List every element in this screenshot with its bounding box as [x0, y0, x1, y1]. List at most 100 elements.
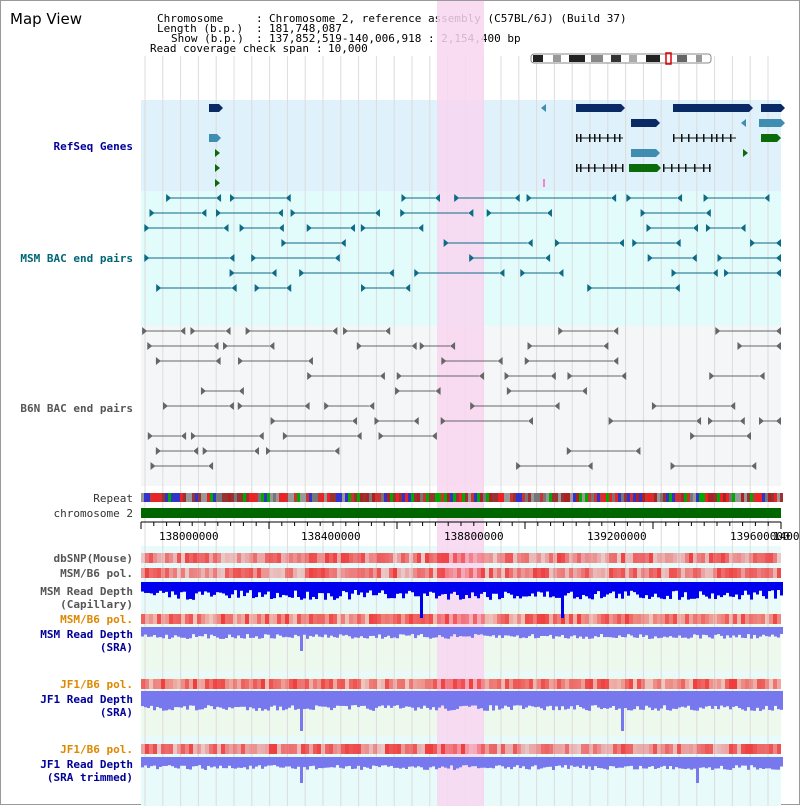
jf1-sra-depth-bar: [474, 691, 477, 706]
repeat-feature: [633, 493, 636, 502]
jf1-sra-depth-bar: [666, 691, 669, 710]
msm-sra-depth-bar: [420, 627, 423, 635]
msm-capillary-depth-bar: [597, 582, 600, 592]
msm-capillary-depth-bar: [444, 582, 447, 594]
jf1-trimmed-depth-bar: [354, 757, 357, 769]
repeat-feature: [285, 493, 288, 502]
msm-capillary-depth-bar: [354, 582, 357, 591]
jf1-b6-pol-heat-cell: [205, 744, 209, 754]
dbsnp-heat-cell: [337, 553, 341, 563]
jf1-trimmed-depth-bar: [669, 757, 672, 767]
repeat-feature: [243, 493, 246, 502]
msm-read-depth-capillary-label: MSM Read Depth: [40, 585, 133, 598]
msm-sra-depth-bar: [741, 627, 744, 638]
msm-capillary-depth-bar: [285, 582, 288, 596]
jf1-trimmed-depth-bar: [204, 757, 207, 770]
msm-capillary-depth-bar: [774, 582, 777, 599]
jf1-trimmed-depth-bar: [444, 757, 447, 768]
msm-b6-pol-heat-cell: [277, 568, 281, 578]
jf1-b6-pol-heat-cell: [777, 679, 781, 689]
jf1-b6-pol-heat-cell: [765, 744, 769, 754]
msm-capillary-depth-bar: [687, 582, 690, 600]
repeat-feature: [246, 493, 249, 502]
repeat-feature: [369, 493, 372, 502]
repeat-feature: [249, 493, 252, 502]
msm-capillary-depth-bar: [159, 582, 162, 591]
jf1-b6-pol-heat-cell: [477, 679, 481, 689]
jf1-sra-depth-bar: [294, 691, 297, 710]
jf1-sra-depth-bar: [732, 691, 735, 707]
msm-b6-pol-heat-cell: [565, 568, 569, 578]
jf1-b6-pol-heat-cell: [405, 744, 409, 754]
msm-b6-pol-heat-cell: [197, 568, 201, 578]
msm-sra-depth-bar: [675, 627, 678, 638]
jf1-sra-depth-bar: [273, 691, 276, 706]
msm-b6-pol-heat-cell: [741, 568, 745, 578]
msm-bac-end: [705, 224, 711, 232]
repeat-feature: [711, 493, 714, 502]
repeat-feature: [168, 493, 171, 502]
msm-b6-pol-heat-cell: [509, 568, 513, 578]
msm-b6-pol-heat-cell: [569, 614, 573, 624]
msm-b6-pol-heat-cell: [445, 614, 449, 624]
jf1-b6-pol-heat-cell: [213, 679, 217, 689]
jf1-b6-pol-heat-cell: [621, 679, 625, 689]
jf1-b6-pol-heat-cell: [333, 679, 337, 689]
repeat-feature: [567, 493, 570, 502]
jf1-sra-depth-bar: [552, 691, 555, 711]
refseq-gene-marker: [215, 149, 220, 157]
jf1-b6-pol-heat-cell: [721, 679, 725, 689]
msm-b6-pol-heat-cell: [677, 568, 681, 578]
b6n-bac-end: [504, 372, 510, 380]
dbsnp-heat-cell: [285, 553, 289, 563]
msm-b6-pol-heat-cell: [177, 568, 181, 578]
msm-capillary-depth-bar: [570, 582, 573, 592]
jf1-sra-depth-bar: [498, 691, 501, 710]
msm-b6-pol-heat-cell: [401, 568, 405, 578]
repeat-feature: [147, 493, 150, 502]
msm-bac-end: [750, 239, 756, 247]
b6n-bac-end: [527, 342, 533, 350]
dbsnp-heat-cell: [665, 553, 669, 563]
b6n-bac-end: [758, 417, 764, 425]
msm-b6-pol-heat-cell: [261, 568, 265, 578]
jf1-sra-depth-bar: [432, 691, 435, 708]
jf1-b6-pol-heat-cell: [261, 679, 265, 689]
jf1-b6-pol-heat-cell: [565, 679, 569, 689]
msm-b6-pol-heat-cell: [389, 614, 393, 624]
jf1-b6-pol-heat-cell: [289, 744, 293, 754]
jf1-sra-depth-bar: [765, 691, 768, 706]
repeat-feature: [273, 493, 276, 502]
jf1-b6-pol-heat-cell: [193, 744, 197, 754]
jf1-sra-depth-bar: [234, 691, 237, 708]
jf1-b6-pol-heat-cell: [321, 679, 325, 689]
msm-sra-depth-bar: [291, 627, 294, 638]
repeat-feature: [141, 493, 144, 502]
msm-sra-depth-bar: [468, 627, 471, 637]
jf1-trimmed-depth-bar: [660, 757, 663, 767]
msm-b6-pol-heat-cell: [333, 568, 337, 578]
msm-sra-depth-bar: [630, 627, 633, 636]
repeat-feature: [324, 493, 327, 502]
b6n-bac-end: [385, 327, 391, 335]
msm-capillary-depth-bar: [237, 582, 240, 598]
b6n-bac-end: [147, 342, 153, 350]
jf1-b6-pol-heat-cell: [417, 679, 421, 689]
dbsnp-heat-cell: [177, 553, 181, 563]
jf1-sra-depth-bar: [171, 691, 174, 711]
ruler-tick-label: 138000000: [159, 530, 219, 543]
msm-b6-pol-heat-cell: [369, 568, 373, 578]
msm-b6-pol-heat-cell: [241, 568, 245, 578]
dbsnp-heat-cell: [273, 553, 277, 563]
msm-b6-pol-heat-cell: [477, 614, 481, 624]
repeat-feature: [402, 493, 405, 502]
jf1-sra-depth-bar: [342, 691, 345, 706]
jf1-b6-pol-heat-cell: [513, 679, 517, 689]
msm-b6-pol-heat-cell: [489, 568, 493, 578]
jf1-trimmed-depth-bar: [288, 757, 291, 767]
msm-capillary-depth-bar: [663, 582, 666, 600]
repeat-feature: [354, 493, 357, 502]
repeat-feature: [318, 493, 321, 502]
msm-capillary-depth-bar: [471, 582, 474, 593]
